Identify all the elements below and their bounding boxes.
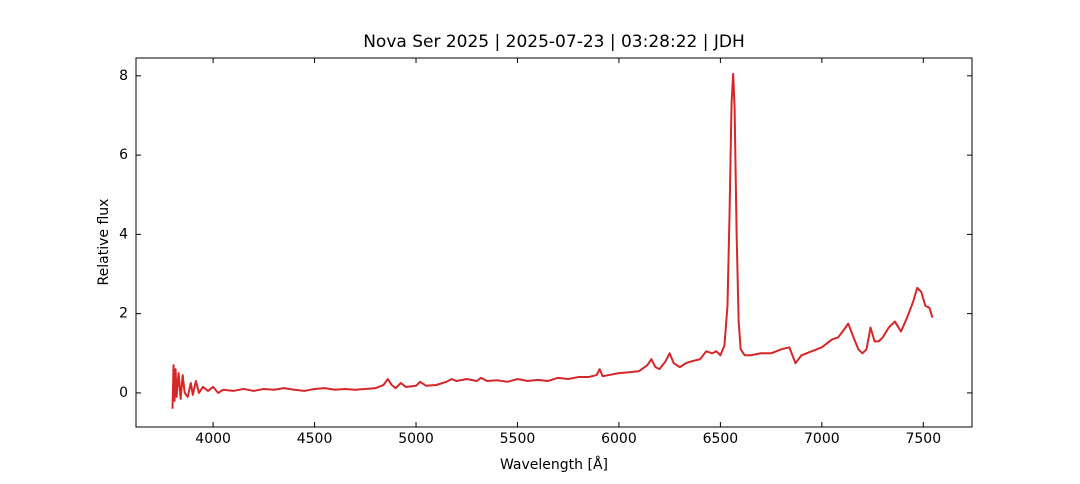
plot-frame bbox=[135, 57, 973, 428]
x-tick-label: 7000 bbox=[804, 431, 840, 447]
y-tick-label: 0 bbox=[119, 385, 128, 401]
spectrum-line bbox=[171, 72, 934, 409]
x-tick-label: 5500 bbox=[500, 431, 536, 447]
x-tick-label: 5000 bbox=[398, 431, 434, 447]
x-tick-label: 4500 bbox=[297, 431, 333, 447]
y-tick-label: 8 bbox=[119, 68, 128, 84]
x-tick-label: 6500 bbox=[703, 431, 739, 447]
chart-title: Nova Ser 2025 | 2025-07-23 | 03:28:22 | … bbox=[363, 32, 745, 52]
y-tick-label: 6 bbox=[119, 147, 128, 163]
x-tick-label: 4000 bbox=[195, 431, 231, 447]
y-tick-label: 2 bbox=[119, 306, 128, 322]
y-axis-label: Relative flux bbox=[96, 199, 112, 286]
y-tick-label: 4 bbox=[119, 226, 128, 242]
x-tick-label: 6000 bbox=[601, 431, 637, 447]
x-axis-label: Wavelength [Å] bbox=[500, 456, 608, 473]
x-tick-label: 7500 bbox=[905, 431, 941, 447]
